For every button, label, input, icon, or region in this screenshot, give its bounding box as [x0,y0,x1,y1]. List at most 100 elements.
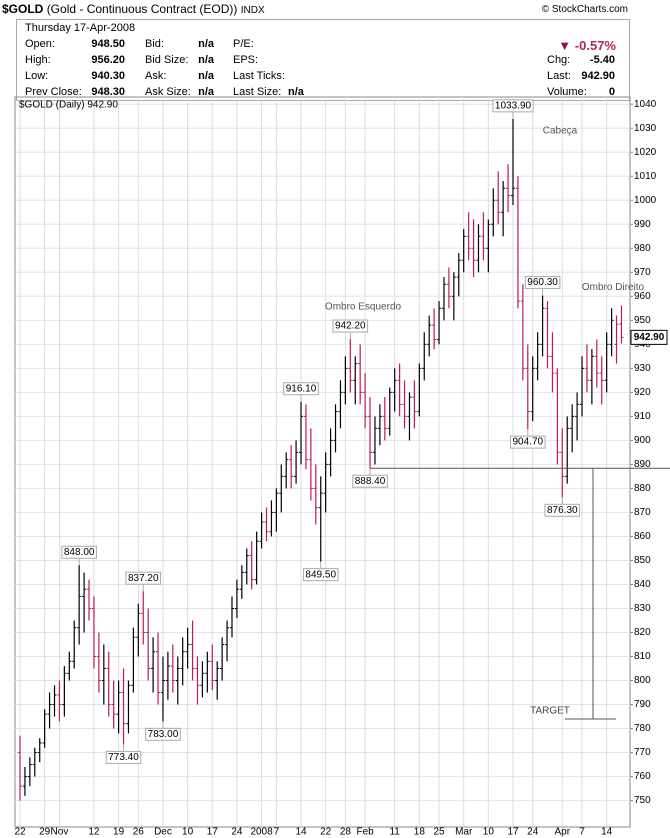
x-tick-label: 14 [601,827,613,838]
field-label: Last Size: [233,86,282,98]
value-label-box [509,435,546,449]
plot-area [14,96,631,828]
field-label: Chg: [547,54,571,66]
value-label: 849.50 [305,569,336,580]
y-tick-label: 860 [634,531,651,542]
y-tick-label: 790 [634,699,651,710]
field-value: n/a [288,86,304,98]
x-tick-label: 14 [295,827,307,838]
y-tick-label: 850 [634,555,651,566]
field-label: Ask: [145,70,167,82]
y-tick-label: 910 [634,411,651,422]
y-tick-label: 990 [634,219,651,230]
info-box [16,19,630,101]
y-tick-label: 980 [634,243,651,254]
x-tick-label: Nov [51,827,69,838]
x-tick-label: 2008 [250,827,273,838]
x-tick-label: Feb [356,827,374,838]
value-label-box [524,276,561,290]
value-label: 942.20 [335,321,366,332]
name: (Gold - Continuous Contract (EOD)) [46,2,238,16]
field-value: -5.40 [589,54,615,66]
field-value: n/a [198,38,214,50]
legend: $GOLD (Daily) 942.90 [19,100,118,111]
value-label: 916.10 [286,383,317,394]
x-tick-label: 24 [231,827,243,838]
value-label-box [125,571,162,585]
y-tick-label: 780 [634,723,651,734]
value-label: 888.40 [355,476,386,487]
value-label: 1033.90 [495,100,532,111]
x-tick-label: 29 [39,827,51,838]
x-tick-label: 22 [14,827,26,838]
y-tick-label: 1030 [634,123,657,134]
value-label: 837.20 [128,573,159,584]
x-tick-label: 18 [414,827,426,838]
y-tick-label: 820 [634,627,651,638]
field-value: 948.30 [91,86,125,98]
y-tick-label: 900 [634,435,651,446]
x-tick-label: 11 [389,827,400,838]
x-tick-label: 22 [320,827,332,838]
field-label: Bid: [145,38,164,50]
field-label: Last Ticks: [233,70,285,82]
annotation: Cabeça [543,125,578,136]
y-tick-label: 830 [634,603,651,614]
x-tick-label: 7 [579,827,585,838]
y-tick-label: 1010 [634,171,657,182]
field-value: 942.90 [581,70,615,82]
y-tick-label: 930 [634,363,651,374]
field-label: Low: [25,70,49,82]
x-tick-label: 25 [433,827,445,838]
value-label-box [145,727,181,741]
change-pct: ▼ -0.57% [558,38,616,53]
y-tick-label: 800 [634,675,651,686]
exchange: INDX [240,5,265,16]
y-tick-label: 760 [634,771,651,782]
value-label: 783.00 [148,729,179,740]
value-label: 773.40 [108,752,139,763]
field-label: Bid Size: [145,54,189,66]
value-label: 904.70 [512,437,543,448]
value-label-box [105,750,142,764]
y-tick-label: 880 [634,483,651,494]
x-tick-label: 19 [113,827,125,838]
change-pct-text: -0.57% [574,38,616,53]
x-tick-label: Mar [455,827,473,838]
field-value: n/a [198,86,214,98]
x-tick-label: 12 [88,827,100,838]
field-label: EPS: [233,54,259,66]
x-tick-label: 10 [483,827,495,838]
y-tick-label: 1000 [634,195,657,206]
field-value: 940.30 [91,70,125,82]
y-tick-label: 810 [634,651,651,662]
copyright: © StockCharts.com [541,4,628,15]
symbol: $GOLD [2,2,44,16]
y-tick-label: 840 [634,579,651,590]
value-label-box [544,503,581,517]
x-tick-label: 17 [507,827,519,838]
value-label-box [352,474,388,488]
y-tick-label: 920 [634,387,651,398]
date: Thursday 17-Apr-2008 [25,22,136,34]
x-tick-label: Apr [555,827,571,838]
field-value: 956.20 [91,54,125,66]
y-tick-label: 1020 [634,147,657,158]
field-label: P/E: [233,38,254,50]
value-label: 848.00 [64,547,95,558]
x-tick-label: 28 [340,827,352,838]
x-tick-label: 10 [182,827,194,838]
value-label-box [302,568,339,582]
x-tick-label: 26 [133,827,145,838]
field-label: Prev Close: [25,86,82,98]
y-tick-label: 750 [634,795,651,806]
field-label: Ask Size: [145,86,191,98]
last-price-label: 942.90 [634,332,665,343]
value-label: 960.30 [527,277,558,288]
last-price-box [630,329,668,345]
target-label: TARGET [530,706,570,717]
field-label: Last: [547,70,571,82]
field-label: High: [25,54,51,66]
